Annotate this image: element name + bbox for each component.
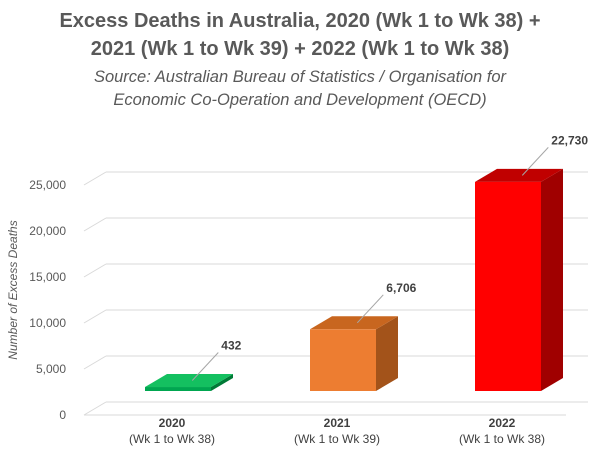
bar-top-face [475,168,563,182]
x-category-sublabel: (Wk 1 to Wk 38) [459,432,545,446]
bar-side-face [211,374,233,391]
data-label-leader [356,294,384,324]
gridline-depth [83,309,107,324]
chart-title-line-1: Excess Deaths in Australia, 2020 (Wk 1 t… [59,10,541,32]
bar-front-face [145,387,211,391]
y-axis-ticks: 0 5,000 10,000 15,000 20,000 25,000 [29,178,66,422]
data-label: 22,730 [551,133,588,147]
y-tick-label: 15,000 [29,270,66,284]
chart-subtitle-line-2: Economic Co-Operation and Development (O… [113,91,487,109]
x-category-label: 2021 [324,416,351,430]
gridline-depth [83,355,107,370]
bar-side-face [541,168,563,391]
gridline-depth [83,171,107,186]
x-category-sublabel: (Wk 1 to Wk 38) [129,432,215,446]
gridline-depth [83,263,107,278]
chart-title-line-2: 2021 (Wk 1 to Wk 39) + 2022 (Wk 1 to Wk … [90,38,510,60]
x-category-label: 2022 [489,416,516,430]
category-labels: 2020 (Wk 1 to Wk 38) 2021 (Wk 1 to Wk 39) 20… [129,416,545,446]
gridline-depth [83,217,107,232]
bar-2022: 22,730 [475,133,588,391]
bar-top-face [310,316,398,330]
data-label-leader [521,147,549,176]
bar-front-face [475,181,541,391]
bar-2020: 432 [145,339,242,391]
bar-front-face [310,329,376,391]
data-label-leader [191,352,219,381]
bars-layer: 432 6,706 22,730 [145,133,588,391]
y-axis-label: Number of Excess Deaths [6,220,20,359]
y-tick-label: 0 [59,408,66,422]
x-category-sublabel: (Wk 1 to Wk 39) [294,432,380,446]
data-label: 6,706 [386,281,416,295]
y-tick-label: 5,000 [36,362,66,376]
data-label: 432 [221,339,241,353]
y-tick-label: 25,000 [29,178,66,192]
gridline-depth [83,401,107,416]
bar-side-face [376,316,398,391]
bar-top-face [145,374,233,388]
chart-subtitle-line-1: Source: Australian Bureau of Statistics … [93,68,507,86]
x-category-label: 2020 [159,416,186,430]
y-tick-label: 10,000 [29,316,66,330]
y-tick-label: 20,000 [29,224,66,238]
bar-2021: 6,706 [310,281,417,391]
